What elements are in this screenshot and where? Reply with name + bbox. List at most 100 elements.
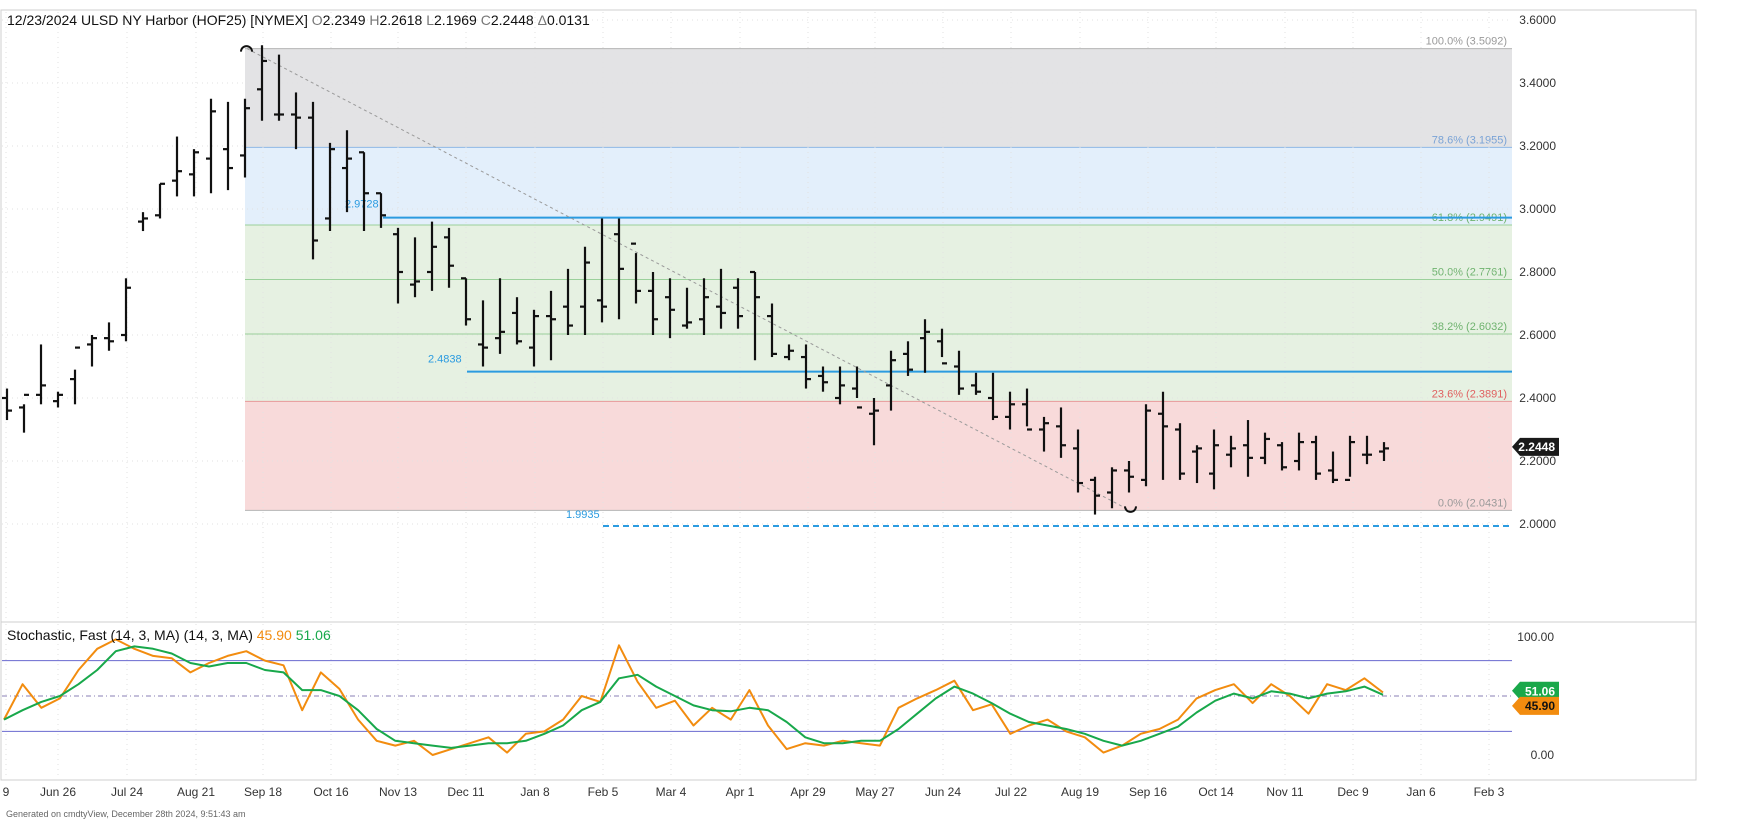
ohlc-bar	[342, 130, 352, 213]
resistance-label: 2.9728	[345, 199, 379, 211]
time-tick-label: Jun 24	[925, 785, 961, 799]
ohlc-bar	[767, 303, 777, 358]
ohlc-bar	[393, 227, 403, 304]
time-tick-label: Aug 19	[1061, 785, 1099, 799]
ohlc-bar	[172, 136, 182, 197]
fibonacci-zones: 100.0% (3.5092)78.6% (3.1955)61.8% (2.94…	[245, 36, 1512, 511]
ohlc-bar	[87, 335, 97, 367]
stoch-k-tag-label: 45.90	[1525, 699, 1555, 713]
swing-high-marker	[240, 45, 253, 52]
price-tick-label: 3.0000	[1519, 202, 1556, 216]
fib-label: 100.0% (3.5092)	[1426, 36, 1507, 48]
ohlc-bar	[70, 346, 80, 405]
fib-zone	[245, 48, 1512, 148]
close-label: C	[480, 12, 491, 28]
ohlc-bar	[1141, 404, 1151, 487]
ohlc-bar	[750, 270, 760, 361]
ohlc-bar	[1379, 442, 1389, 461]
fib-zone	[245, 333, 1512, 402]
time-tick-label: Jul 22	[995, 785, 1027, 799]
ohlc-bar	[1022, 388, 1032, 431]
ohlc-bar	[1158, 391, 1168, 480]
target-label: 1.9935	[566, 509, 600, 521]
support-label: 2.4838	[428, 354, 462, 366]
stoch-d-line	[3, 645, 1384, 749]
ohlc-bar	[1005, 391, 1015, 430]
fib-label: 78.6% (3.1955)	[1432, 134, 1507, 146]
stoch-k-value: 45.90	[256, 627, 292, 643]
fib-label: 50.0% (2.7761)	[1432, 267, 1507, 279]
time-tick-label: Sep 18	[244, 785, 282, 799]
ohlc-bar	[461, 277, 471, 326]
header-date: 12/23/2024	[7, 12, 78, 28]
stoch-title: Stochastic, Fast (14, 3, MA)	[7, 627, 180, 643]
ohlc-bar	[1107, 467, 1117, 509]
low-value: 2.1969	[434, 12, 477, 28]
ohlc-bar	[784, 344, 794, 361]
stoch-d-tag	[1512, 681, 1559, 700]
open-value: 2.2349	[322, 12, 366, 28]
close-value: 2.2448	[490, 12, 534, 28]
ohlc-bar	[1039, 416, 1049, 452]
ohlc-bar	[1124, 461, 1134, 493]
time-tick-label: Feb 5	[588, 785, 619, 799]
open-label: O	[311, 12, 323, 28]
ohlc-bar	[427, 221, 437, 291]
price-tick-label: 2.8000	[1519, 265, 1556, 279]
time-tick-label: Jan 8	[520, 785, 550, 799]
ohlc-bar	[1311, 435, 1321, 480]
high-label: H	[369, 12, 380, 28]
fib-zone	[245, 279, 1512, 334]
stoch-d-tag-label: 51.06	[1525, 685, 1555, 699]
ohlc-bar	[733, 278, 743, 329]
ohlc-bar	[512, 297, 522, 345]
ohlc-bar	[240, 98, 250, 178]
ohlc-bar	[852, 366, 862, 409]
ohlc-bar	[359, 151, 369, 232]
change-value: 0.0131	[546, 12, 590, 28]
stoch-k-line	[3, 638, 1384, 756]
ohlc-bar	[1260, 432, 1270, 465]
ohlc-bar	[1192, 445, 1202, 484]
ohlc-bar	[308, 101, 318, 260]
ohlc-bar	[376, 192, 386, 228]
time-tick-label: Feb 3	[1474, 785, 1505, 799]
ohlc-bar	[699, 278, 709, 335]
stoch-tick-label: 100.00	[1517, 630, 1554, 644]
time-axis[interactable]: 9 Jun 26 Jul 24 Aug 21 Sep 18 Oct 16 Nov 13 Dec…	[3, 785, 1505, 799]
ohlc-bar	[495, 278, 505, 354]
ohlc-bar	[580, 246, 590, 335]
price-tick-label: 3.2000	[1519, 139, 1556, 153]
ohlc-bar	[19, 393, 29, 433]
ohlc-bar	[1362, 435, 1372, 465]
trend-line	[240, 45, 1137, 513]
ohlc-bar	[835, 366, 845, 405]
ohlc-bar	[1328, 451, 1338, 484]
ohlc-bar	[53, 391, 63, 408]
ohlc-bar	[954, 350, 964, 395]
ohlc-bar	[631, 242, 641, 304]
fib-zone	[245, 147, 1512, 226]
ohlc-bar	[597, 218, 607, 323]
last-price-tag	[1512, 437, 1559, 456]
ohlc-bar	[1175, 423, 1185, 480]
ohlc-bar	[2, 388, 12, 421]
ohlc-bar	[1073, 429, 1083, 493]
price-tick-label: 3.6000	[1519, 13, 1556, 27]
ohlc-bar	[1209, 429, 1219, 490]
time-tick-label: Mar 4	[656, 785, 687, 799]
stoch-tick-label: 0.00	[1531, 748, 1555, 762]
fib-label: 23.6% (2.3891)	[1432, 388, 1507, 400]
time-tick-label: Nov 13	[379, 785, 417, 799]
ohlc-bar	[920, 319, 930, 373]
price-header: 12/23/2024 ULSD NY Harbor (HOF25) [NYMEX…	[7, 12, 590, 28]
ohlc-bar	[206, 98, 216, 194]
price-axis[interactable]: 3.6000 3.4000 3.2000 3.0000 2.8000 2.6000 2.40…	[1512, 13, 1559, 531]
ohlc-bar	[529, 309, 539, 367]
ohlc-bar	[138, 212, 148, 232]
time-tick-label: Aug 21	[177, 785, 215, 799]
time-tick-label: Oct 16	[313, 785, 349, 799]
ohlc-bar	[121, 278, 131, 342]
